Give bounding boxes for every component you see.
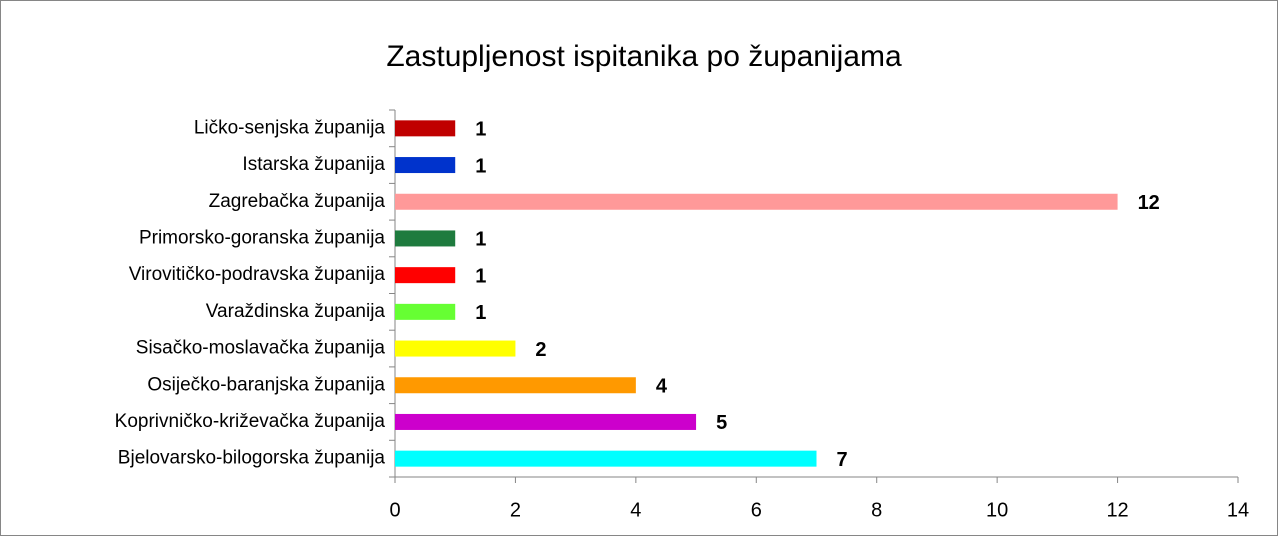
y-tick-label: Zagrebačka županija: [209, 191, 386, 212]
x-tick-label: 4: [630, 499, 641, 521]
x-tick-label: 12: [1106, 499, 1128, 521]
bar: [395, 377, 636, 394]
y-tick-label: Bjelovarsko-bilogorska županija: [118, 448, 386, 469]
x-tick-label: 14: [1227, 499, 1249, 521]
bar: [395, 193, 1118, 210]
y-tick-label: Istarska županija: [242, 154, 385, 175]
bar: [395, 230, 456, 247]
bar: [395, 450, 817, 467]
data-label: 1: [475, 229, 486, 251]
x-tick-label: 6: [751, 499, 762, 521]
y-tick-label: Sisačko-moslavačka županija: [136, 338, 386, 359]
data-label: 2: [535, 339, 546, 361]
bar: [395, 413, 697, 430]
y-tick-label: Koprivničko-križevačka županija: [115, 411, 386, 432]
x-tick-label: 0: [389, 499, 400, 521]
data-label: 1: [475, 265, 486, 287]
y-tick-label: Ličko-senjska županija: [194, 117, 386, 138]
data-label: 1: [475, 155, 486, 177]
x-tick-label: 8: [871, 499, 882, 521]
y-tick-label: Osiječko-baranjska županija: [147, 374, 385, 395]
chart-title: Zastupljenost ispitanika po županijama: [386, 40, 902, 73]
bar: [395, 157, 456, 174]
data-label: 1: [475, 119, 486, 141]
y-tick-label: Varaždinska županija: [206, 301, 386, 322]
x-tick-label: 10: [986, 499, 1008, 521]
bar: [395, 303, 456, 320]
bar: [395, 340, 516, 357]
data-label: 4: [656, 376, 668, 398]
data-label: 1: [475, 302, 486, 324]
x-tick-label: 2: [510, 499, 521, 521]
data-label: 5: [716, 412, 727, 434]
y-tick-label: Primorsko-goranska županija: [139, 227, 385, 248]
bar: [395, 120, 456, 137]
bar: [395, 267, 456, 284]
y-tick-label: Virovitičko-podravska županija: [129, 264, 386, 285]
data-label: 12: [1138, 192, 1160, 214]
data-label: 7: [837, 449, 848, 471]
